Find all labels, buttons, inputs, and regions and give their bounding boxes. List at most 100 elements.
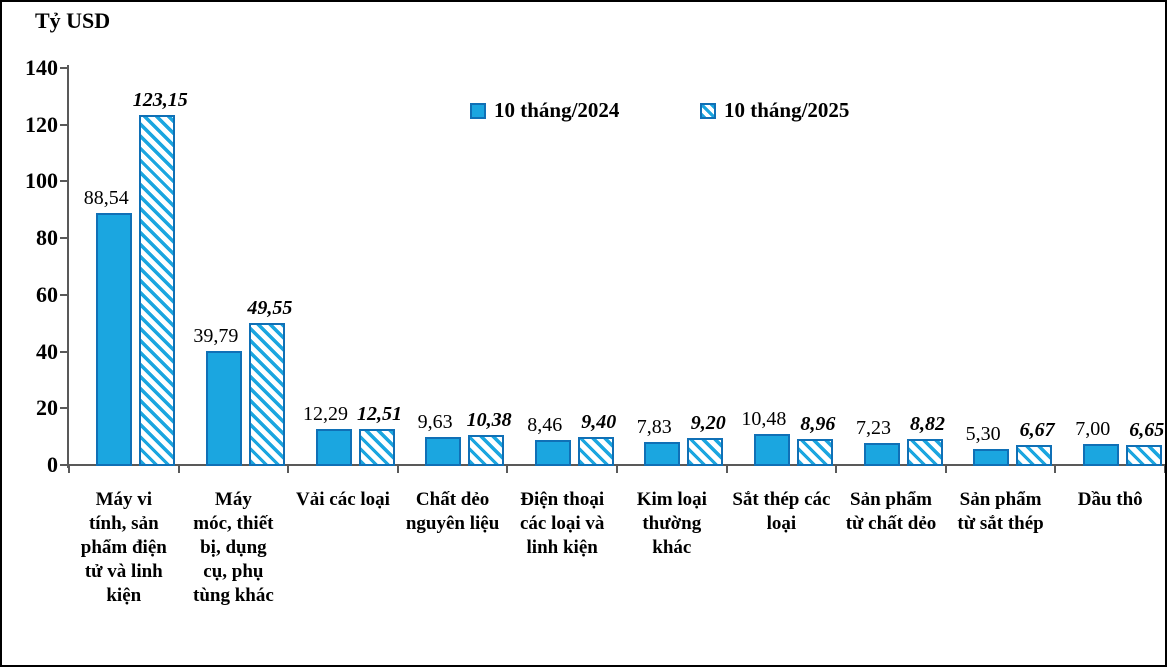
y-axis-tick: [60, 464, 68, 466]
bar-2024-10: [1082, 444, 1119, 466]
y-axis-tick-label: 60: [36, 281, 58, 307]
x-axis-category-label: Máy vi tính, sản phẩm điện tử và linh kiện: [69, 488, 179, 608]
x-axis-category-line: linh kiện: [526, 537, 598, 558]
x-axis-tick: [287, 466, 290, 473]
x-axis-category-line: Vải các loại: [296, 489, 390, 510]
bar-2025-2: [248, 323, 285, 466]
x-axis-category-line: nguyên liệu: [405, 513, 500, 534]
bar-2025-3: [358, 428, 395, 466]
y-axis-tick: [60, 293, 68, 296]
value-label-2024-8: 7,23: [856, 417, 891, 440]
x-axis-tick: [616, 466, 618, 473]
x-axis-tick: [944, 466, 947, 473]
bar-2024-8: [863, 443, 900, 466]
value-label-2024-10: 7,00: [1075, 418, 1111, 441]
bar-2024-7: [753, 434, 790, 466]
y-axis-tick: [60, 407, 68, 410]
x-axis-category-line: Sản phẩm: [959, 489, 1042, 510]
x-axis-category-line: thường: [642, 513, 702, 534]
value-label-2025-5: 9,40: [581, 411, 617, 434]
x-axis-category-line: các loại và: [519, 513, 605, 534]
chart-title: Tỷ USD: [35, 8, 111, 33]
bar-2025-9: [1016, 445, 1053, 466]
x-axis-category-label: Kim loại thường khác: [617, 488, 727, 560]
bar-2025-7: [796, 438, 833, 466]
x-axis-category-line: từ chất dẻo: [845, 513, 937, 534]
value-label-2025-7: 8,96: [800, 412, 836, 435]
x-axis-category-label: Sản phẩm từ chất dẻo: [836, 488, 946, 536]
y-axis-tick-label: 100: [25, 168, 58, 194]
x-axis-category-line: bị, dụng: [200, 537, 267, 558]
value-label-2024-7: 10,48: [741, 408, 787, 431]
value-label-2025-10: 6,65: [1129, 419, 1165, 442]
bar-2025-4: [468, 434, 505, 466]
x-axis-category-line: Điện thoại: [520, 489, 605, 510]
bar-2024-3: [315, 429, 352, 466]
value-label-2025-9: 6,67: [1019, 419, 1055, 442]
x-axis-category-label: Dầu thô: [1055, 488, 1165, 512]
value-label-2024-9: 5,30: [965, 422, 1001, 445]
bar-2024-5: [534, 440, 571, 466]
x-axis-category-label: Máy móc, thiết bị, dụng cụ, phụ tùng khác: [179, 488, 289, 608]
x-axis-tick: [1054, 466, 1057, 473]
legend-item-2025: 10 tháng/2025: [700, 98, 849, 123]
y-axis-tick: [60, 123, 68, 126]
x-axis-tick: [835, 466, 838, 473]
x-axis-category-line: loại: [766, 513, 797, 534]
x-axis-category-label: Vải các loại: [288, 488, 398, 512]
x-axis-category-label: Chất dẻo nguyên liệu: [398, 488, 508, 536]
x-axis-category-line: móc, thiết: [193, 513, 274, 534]
x-axis-category-line: Máy vi: [95, 489, 153, 510]
x-axis-category-line: cụ, phụ: [203, 561, 264, 582]
x-axis-category-label: Sản phẩm từ sắt thép: [946, 488, 1056, 536]
x-axis-category-line: Máy: [214, 489, 252, 510]
bar-2024-1: [96, 212, 133, 466]
x-axis-category-line: Sắt thép các: [732, 489, 831, 510]
y-axis-tick: [60, 67, 68, 69]
value-label-2025-2: 49,55: [247, 297, 293, 320]
x-axis-category-line: Dầu thô: [1077, 489, 1143, 510]
value-label-2024-1: 88,54: [83, 186, 129, 209]
bar-2025-5: [577, 437, 614, 466]
x-axis-category-line: Chất dẻo: [415, 489, 490, 510]
x-axis-tick: [1164, 466, 1165, 473]
legend-swatch-hatched-icon: [700, 102, 716, 119]
x-axis-category-line: tử và linh: [84, 561, 163, 582]
value-label-2025-6: 9,20: [690, 411, 726, 434]
value-label-2024-2: 39,79: [193, 325, 239, 348]
value-label-2024-6: 7,83: [636, 415, 672, 438]
bar-2024-6: [644, 441, 681, 466]
y-axis-tick: [60, 237, 68, 240]
bar-2024-2: [205, 351, 242, 466]
y-axis-tick-label: 120: [25, 111, 58, 137]
x-axis-category-line: tùng khác: [193, 585, 274, 606]
value-label-2024-5: 8,46: [527, 414, 563, 436]
x-axis-tick: [506, 466, 509, 473]
x-axis-category-line: phẩm điện: [80, 537, 167, 558]
x-axis-tick: [725, 466, 728, 473]
bar-2025-1: [139, 114, 176, 466]
x-axis-tick: [177, 466, 180, 473]
legend-item-2024: 10 tháng/2024: [470, 98, 619, 123]
value-label-2024-4: 9,63: [417, 410, 453, 433]
bar-2025-6: [687, 437, 724, 466]
legend-swatch-solid-icon: [470, 102, 486, 119]
x-axis-category-line: kiện: [106, 585, 142, 606]
x-axis-tick: [68, 466, 70, 473]
x-axis-tick: [396, 466, 399, 473]
bar-2025-10: [1125, 445, 1162, 466]
y-axis-tick-label: 140: [25, 55, 58, 80]
y-axis-tick-label: 0: [47, 452, 58, 477]
y-axis-tick: [60, 180, 68, 183]
y-axis-tick-label: 40: [36, 338, 58, 364]
bar-2024-4: [425, 436, 462, 466]
x-axis-category-line: khác: [652, 537, 692, 558]
x-axis-category-line: tính, sản: [88, 513, 159, 534]
legend-label-2024: 10 tháng/2024: [494, 98, 620, 122]
value-label-2025-3: 12,51: [357, 402, 402, 425]
y-axis-tick-label: 80: [36, 225, 58, 251]
x-axis-category-line: Kim loại: [636, 489, 707, 510]
x-axis-category-label: Sắt thép các loại: [727, 488, 837, 536]
x-axis-category-label: Điện thoại các loại và linh kiện: [507, 488, 617, 560]
